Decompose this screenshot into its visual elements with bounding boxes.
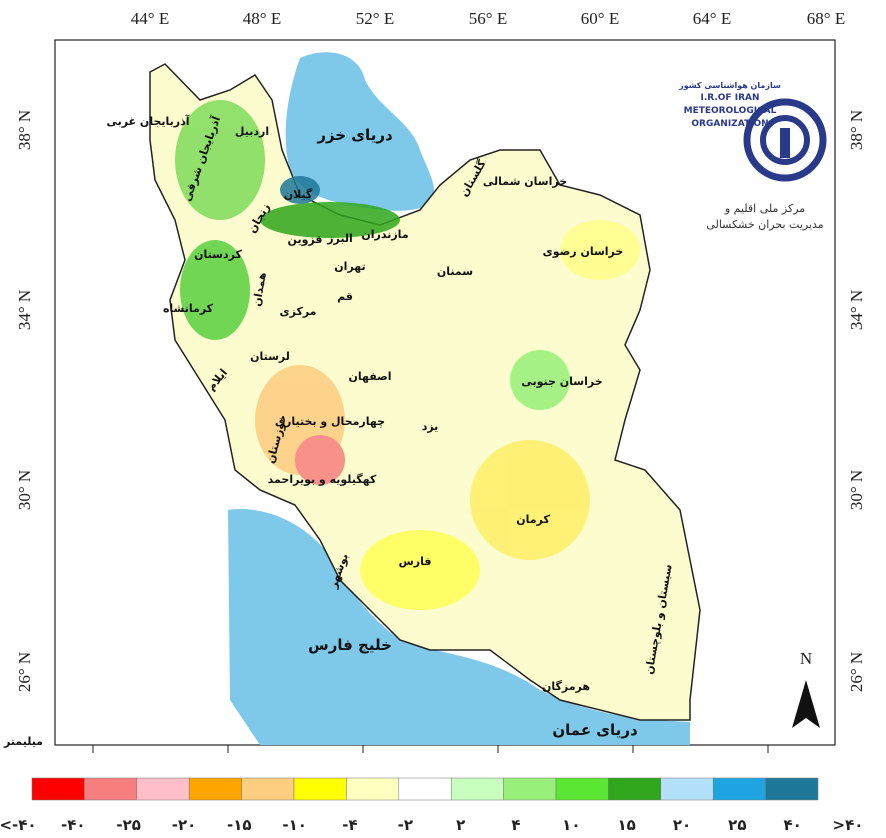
caspian-sea <box>285 52 435 211</box>
north-label: N <box>800 649 812 668</box>
legend-label: ۲ <box>456 816 465 834</box>
patch <box>260 202 400 238</box>
patch <box>560 220 640 280</box>
latitude-label: 34° N <box>15 290 34 330</box>
patch <box>180 240 250 340</box>
latitude-label: 34° N <box>847 290 866 330</box>
legend-swatch <box>241 777 295 801</box>
longitude-label: 56° E <box>469 9 507 28</box>
legend-label: <-۴۰ <box>0 816 37 834</box>
logo-en-line: METEOROLOGICAL <box>684 106 777 116</box>
gulf-water <box>228 509 690 745</box>
legend-swatch <box>31 777 85 801</box>
province-label: کهگیلویه و بویراحمد <box>268 473 377 486</box>
logo-en-line: I.R.OF IRAN <box>701 93 760 103</box>
province-label: البرز <box>326 232 353 245</box>
legend-label: -۲۵ <box>116 816 141 834</box>
longitude-label: 68° E <box>807 9 845 28</box>
legend-label: ۱۰ <box>562 816 580 834</box>
province-label: قم <box>337 290 353 303</box>
patch <box>470 440 590 560</box>
province-label: چهارمحال و بختیاری <box>275 415 385 428</box>
province-label: همدان <box>250 271 269 307</box>
legend-label: -۲۰ <box>172 816 197 834</box>
longitude-label: 44° E <box>131 9 169 28</box>
legend-label: -۴۰ <box>61 816 86 834</box>
legend-swatch <box>712 777 766 801</box>
legend-swatch <box>293 777 347 801</box>
province-label: مرکزی <box>280 305 317 318</box>
legend-swatch <box>608 777 662 801</box>
legend-swatch <box>84 777 138 801</box>
logo-en: I.R.OF IRAN METEOROLOGICAL ORGANIZATION <box>684 93 777 129</box>
sea-label: خلیج فارس <box>308 636 392 654</box>
rainfall-patches <box>175 100 640 610</box>
province-label: خراسان جنوبی <box>521 375 602 388</box>
province-label: یزد <box>422 420 439 433</box>
province-label: کرمانشاه <box>163 302 214 315</box>
longitude-label: 52° E <box>356 9 394 28</box>
province-label: تهران <box>334 260 365 273</box>
legend-label: -۱۰ <box>282 816 307 834</box>
province-label: سمنان <box>437 265 473 278</box>
legend-swatch <box>503 777 557 801</box>
latitude-label: 26° N <box>15 652 34 692</box>
patch <box>510 350 570 410</box>
province-label: آذربایجان غربی <box>106 114 189 128</box>
logo <box>743 98 827 182</box>
latitude-label: 38° N <box>15 110 34 150</box>
logo-center-line: مدیریت بحران خشکسالی <box>706 218 823 231</box>
legend-swatch <box>450 777 504 801</box>
legend-swatch <box>555 777 609 801</box>
legend-swatch <box>136 777 190 801</box>
province-label: فارس <box>399 555 432 568</box>
province-label: خراسان رضوی <box>543 245 624 258</box>
patch <box>175 100 265 220</box>
province-label: کرمان <box>516 513 550 526</box>
province-label: خراسان شمالی <box>483 175 567 188</box>
legend-swatch <box>188 777 242 801</box>
province-label: اردبیل <box>235 125 269 138</box>
province-label: کردستان <box>194 248 242 261</box>
north-arrow <box>792 680 820 728</box>
latitude-label: 30° N <box>15 470 34 510</box>
legend-label: ۱۵ <box>618 816 636 834</box>
province-label: مازندران <box>361 228 408 241</box>
province-label: قزوین <box>288 233 323 246</box>
legend-swatch <box>660 777 714 801</box>
latitude-label: 38° N <box>847 110 866 150</box>
logo-en-line: ORGANIZATION <box>691 119 768 129</box>
logo-center: مرکز ملی اقلیم و مدیریت بحران خشکسالی <box>706 202 823 231</box>
legend-label: -۲ <box>398 816 413 834</box>
bottom-ticks <box>92 745 769 753</box>
legend-swatch <box>765 777 819 801</box>
legend-label: -۱۵ <box>227 816 252 834</box>
logo-center-line: مرکز ملی اقلیم و <box>724 202 805 215</box>
province-label: هرمزگان <box>542 680 590 693</box>
longitude-label: 60° E <box>581 9 619 28</box>
legend-label: >۴۰ <box>833 816 864 834</box>
province-label: لرستان <box>250 350 290 363</box>
legend-label: ۴۰ <box>784 816 802 834</box>
patch <box>280 176 320 204</box>
longitude-label: 48° E <box>243 9 281 28</box>
province-label: اصفهان <box>348 370 391 383</box>
legend-label: ۲۵ <box>728 816 746 834</box>
legend-swatch <box>346 777 400 801</box>
legend-label: -۴ <box>342 816 357 834</box>
patch <box>295 435 345 485</box>
patch <box>360 530 480 610</box>
unit-label: میلیمتر <box>3 735 43 748</box>
province-label: گیلان <box>284 188 313 201</box>
sea-label: دریای خزر <box>316 126 393 144</box>
legend-label: ۲۰ <box>673 816 691 834</box>
legend-label: ۴ <box>511 816 520 834</box>
logo-fa: سازمان هواشناسی کشور <box>678 81 781 90</box>
longitude-label: 64° E <box>693 9 731 28</box>
sea-label: دریای عمان <box>552 721 638 739</box>
legend-swatch <box>398 777 452 801</box>
latitude-label: 26° N <box>847 652 866 692</box>
latitude-label: 30° N <box>847 470 866 510</box>
